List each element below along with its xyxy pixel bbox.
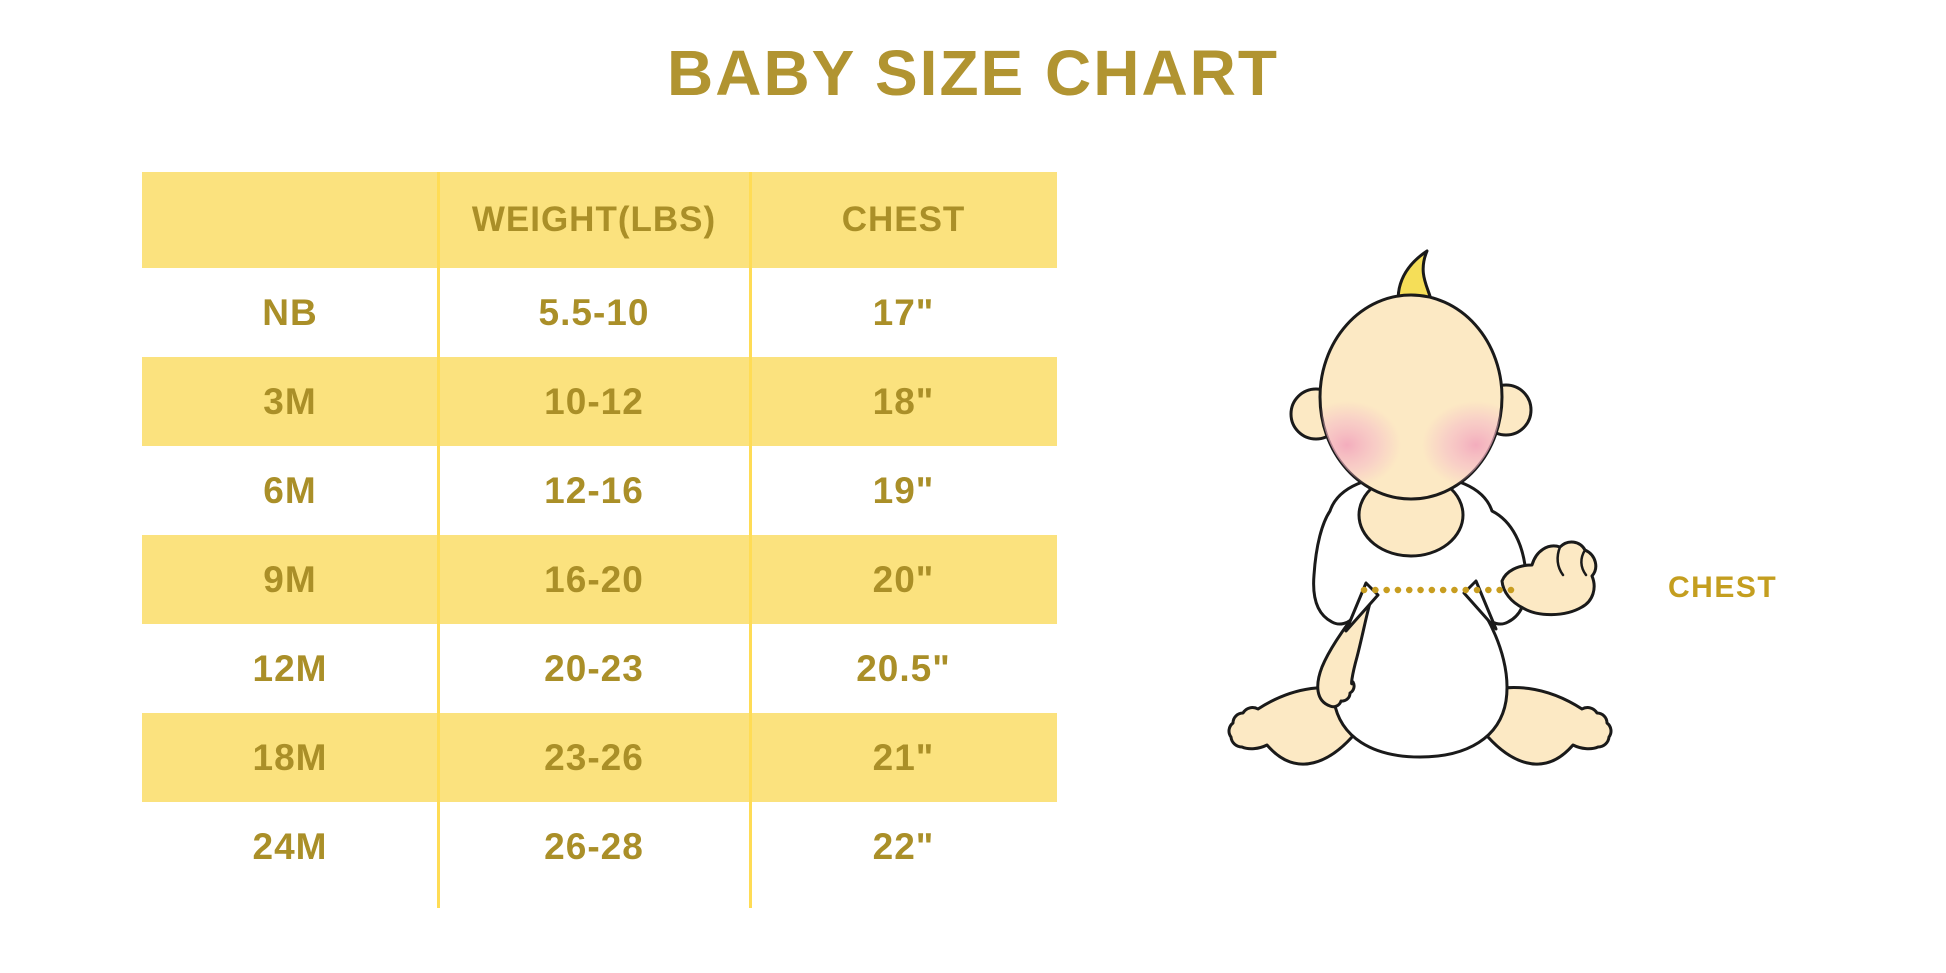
weight-cell: 23-26 <box>544 736 644 778</box>
weight-cell: 12-16 <box>544 469 644 511</box>
size-cell: 9M <box>263 558 317 600</box>
table-row: 6M 12-16 19" <box>142 446 1057 535</box>
table-header-row: WEIGHT(LBS) CHEST <box>142 172 1057 268</box>
baby-diagram-svg <box>1227 249 1613 766</box>
baby-blush-cheeks <box>1320 401 1502 489</box>
chest-measure-label: CHEST <box>1668 571 1778 604</box>
weight-cell: 26-28 <box>544 825 644 867</box>
size-cell: 18M <box>252 736 328 778</box>
size-cell: 3M <box>263 380 317 422</box>
size-table: WEIGHT(LBS) CHEST NB 5.5-10 17" 3M 10-12… <box>142 172 1057 908</box>
chest-cell: 21" <box>872 736 935 778</box>
baby-illustration <box>1180 245 1660 805</box>
column-divider <box>749 172 752 908</box>
chest-cell: 20.5" <box>856 647 951 689</box>
table-row: 12M 20-23 20.5" <box>142 624 1057 713</box>
header-cell-size <box>142 172 438 268</box>
baby-fist-knuckles <box>1556 545 1588 577</box>
size-cell: NB <box>262 291 318 333</box>
baby-left-arm <box>1316 599 1372 709</box>
header-cell-chest: CHEST <box>841 200 966 239</box>
column-divider <box>437 172 440 908</box>
header-cell-weight: WEIGHT(LBS) <box>471 200 717 239</box>
size-cell: 12M <box>252 647 328 689</box>
table-row: 9M 16-20 20" <box>142 535 1057 624</box>
page-title: BABY SIZE CHART <box>667 37 1279 109</box>
table-row: NB 5.5-10 17" <box>142 268 1057 357</box>
size-cell: 24M <box>252 825 328 867</box>
baby-sleeve-edges <box>1344 579 1498 633</box>
table-row: 18M 23-26 21" <box>142 713 1057 802</box>
chest-cell: 19" <box>872 469 935 511</box>
chest-cell: 17" <box>872 291 935 333</box>
chest-cell: 20" <box>872 558 935 600</box>
weight-cell: 20-23 <box>544 647 644 689</box>
baby-onesie <box>1312 473 1528 759</box>
weight-cell: 5.5-10 <box>538 291 650 333</box>
size-cell: 6M <box>263 469 317 511</box>
weight-cell: 10-12 <box>544 380 644 422</box>
chest-cell: 22" <box>872 825 935 867</box>
table-row: 3M 10-12 18" <box>142 357 1057 446</box>
table-row: 24M 26-28 22" <box>142 802 1057 891</box>
chest-cell: 18" <box>872 380 935 422</box>
baby-right-fist <box>1500 540 1598 617</box>
weight-cell: 16-20 <box>544 558 644 600</box>
